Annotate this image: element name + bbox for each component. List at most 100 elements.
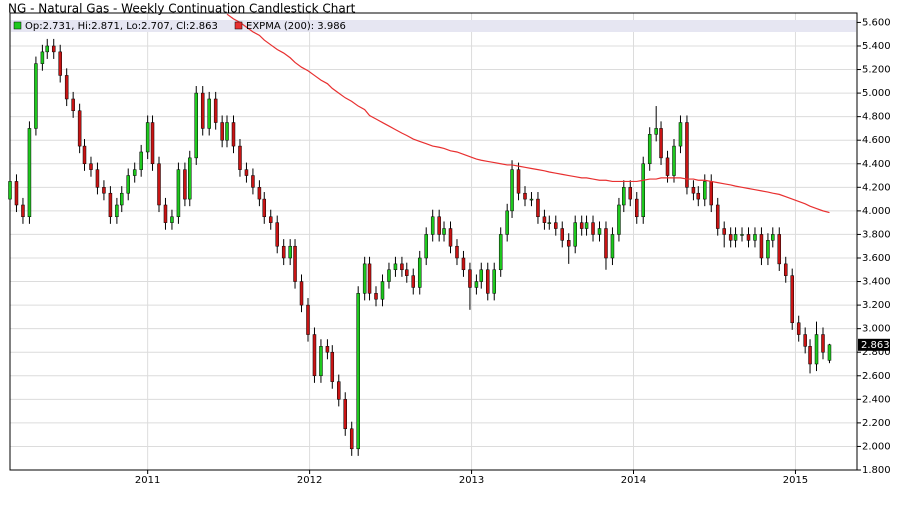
candle-body bbox=[405, 269, 409, 276]
candle-body bbox=[536, 198, 540, 218]
candle-body bbox=[139, 151, 143, 170]
candle-body bbox=[709, 181, 713, 206]
candle-body bbox=[437, 216, 441, 235]
candle-body bbox=[672, 145, 676, 176]
candle-body bbox=[176, 169, 181, 218]
candle-body bbox=[455, 245, 459, 259]
legend-label: EXPMA (200): 3.986 bbox=[246, 21, 346, 32]
candle-body bbox=[678, 122, 683, 147]
candle-body bbox=[95, 169, 100, 188]
candle-body bbox=[498, 234, 503, 271]
candle-body bbox=[573, 222, 577, 247]
candle-body bbox=[183, 169, 187, 200]
candle-body bbox=[34, 63, 38, 129]
candle-body bbox=[617, 204, 621, 235]
candle-body bbox=[188, 157, 192, 200]
candle-body bbox=[591, 222, 595, 235]
candle-body bbox=[126, 175, 130, 194]
candle-body bbox=[319, 346, 323, 377]
y-tick-label: 4.600 bbox=[862, 135, 891, 146]
candle-body bbox=[362, 263, 367, 294]
candle-body bbox=[814, 334, 819, 365]
candle-body bbox=[251, 175, 255, 188]
candle-body bbox=[479, 269, 484, 282]
candle-body bbox=[145, 122, 150, 153]
candle-body bbox=[783, 263, 788, 276]
candle-body bbox=[21, 204, 25, 218]
candle-body bbox=[163, 204, 168, 223]
candle-body bbox=[766, 240, 770, 259]
candle-body bbox=[213, 98, 218, 123]
candle-body bbox=[200, 92, 205, 129]
candle-body bbox=[610, 234, 615, 259]
y-tick-label: 3.600 bbox=[862, 253, 891, 264]
candle-body bbox=[194, 92, 198, 159]
legend-bar bbox=[11, 20, 856, 32]
candle-body bbox=[821, 334, 825, 353]
candle-body bbox=[374, 293, 378, 300]
x-tick-label: 2014 bbox=[621, 475, 646, 486]
candle-body bbox=[58, 51, 62, 76]
y-tick-label: 3.000 bbox=[862, 324, 891, 335]
candle-body bbox=[27, 128, 32, 218]
x-tick-label: 2015 bbox=[783, 475, 808, 486]
candle-body bbox=[584, 222, 589, 229]
candle-body bbox=[337, 381, 341, 400]
candle-body bbox=[45, 45, 49, 53]
legend-swatch bbox=[234, 21, 243, 30]
candle-body bbox=[753, 234, 757, 241]
candle-body bbox=[77, 110, 82, 147]
candle-body bbox=[115, 204, 119, 218]
legend-swatch bbox=[13, 21, 22, 30]
candle-body bbox=[746, 234, 751, 241]
candle-body bbox=[244, 169, 249, 176]
y-tick-label: 3.800 bbox=[862, 229, 891, 240]
candle-body bbox=[474, 281, 479, 288]
candle-body bbox=[424, 234, 428, 259]
candle-body bbox=[288, 245, 292, 259]
line-series bbox=[226, 13, 830, 214]
candle-body bbox=[119, 192, 124, 206]
candle-body bbox=[349, 428, 354, 450]
candle-body bbox=[523, 192, 527, 200]
candle-body bbox=[554, 222, 558, 229]
candle-body bbox=[448, 228, 453, 247]
candle-body bbox=[647, 134, 652, 165]
candle-body bbox=[777, 234, 782, 265]
candle-body bbox=[442, 228, 446, 235]
y-tick-label: 4.400 bbox=[862, 159, 891, 170]
candle-body bbox=[486, 269, 490, 294]
candle-body bbox=[108, 192, 113, 218]
y-tick-label: 5.200 bbox=[862, 65, 891, 76]
candle-body bbox=[715, 204, 720, 229]
candle-body bbox=[604, 228, 608, 259]
candle-body bbox=[665, 157, 670, 176]
candle-body bbox=[64, 75, 69, 100]
candle-body bbox=[468, 269, 472, 288]
candle-body bbox=[411, 275, 416, 288]
candle-body bbox=[157, 163, 161, 206]
candle-body bbox=[102, 187, 106, 194]
candle-body bbox=[40, 51, 45, 64]
y-tick-label: 3.200 bbox=[862, 300, 891, 311]
y-tick-label: 5.000 bbox=[862, 88, 891, 99]
price-tag bbox=[858, 338, 890, 351]
candle-body bbox=[8, 181, 12, 200]
candle-body bbox=[238, 145, 242, 170]
plot-frame bbox=[9, 12, 858, 471]
candle-body bbox=[628, 187, 633, 200]
candle-body bbox=[262, 198, 267, 218]
candle-body bbox=[207, 98, 211, 129]
candle-body bbox=[560, 228, 565, 241]
candle-body bbox=[654, 128, 658, 135]
candle-body bbox=[733, 234, 738, 241]
y-tick-label: 2.200 bbox=[862, 418, 891, 429]
y-tick-label: 1.800 bbox=[862, 465, 891, 476]
x-tick-label: 2012 bbox=[297, 475, 322, 486]
candle-body bbox=[696, 192, 701, 200]
candle-body bbox=[150, 122, 155, 165]
candle-body bbox=[703, 181, 707, 200]
candle-body bbox=[728, 234, 733, 241]
candle-body bbox=[566, 240, 571, 247]
chart-title: NG - Natural Gas - Weekly Continuation C… bbox=[8, 2, 356, 16]
